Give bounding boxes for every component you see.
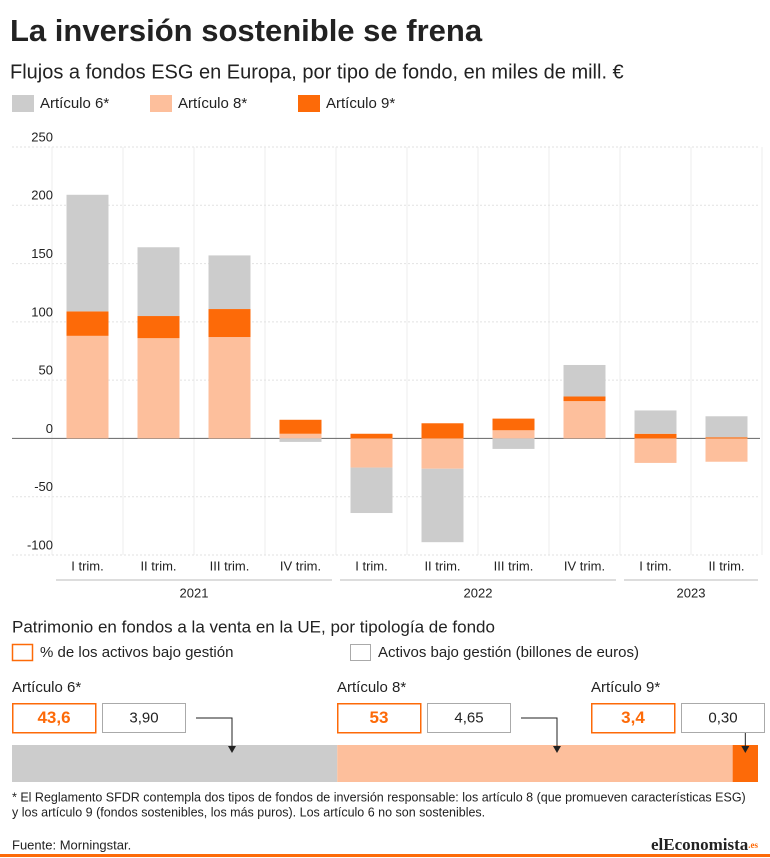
chart-subtitle: Flujos a fondos ESG en Europa, por tipo … <box>10 61 624 83</box>
logo-part: Economista <box>663 835 749 854</box>
pct-box <box>337 703 422 734</box>
pct-label: 43,6 <box>37 708 70 727</box>
bar-segment <box>634 438 677 463</box>
group-label: 2022 <box>464 585 493 600</box>
category-label: Artículo 9* <box>591 679 660 696</box>
y-tick-label: 100 <box>31 304 53 319</box>
arrow-head <box>553 746 561 753</box>
y-tick-label: 150 <box>31 246 53 261</box>
bar-segment <box>279 433 322 439</box>
bar-segment <box>634 410 677 434</box>
bar-segment <box>492 418 535 431</box>
bar-segment <box>563 396 606 402</box>
x-tick-label: III trim. <box>494 558 534 573</box>
x-tick-label: III trim. <box>210 558 250 573</box>
y-tick-label: -100 <box>27 537 53 552</box>
asset-label: 0,30 <box>708 709 737 726</box>
x-tick-label: I trim. <box>355 558 388 573</box>
bar-segment <box>350 438 393 468</box>
source: Fuente: Morningstar. <box>12 837 131 852</box>
logo-part: el <box>651 835 664 854</box>
bar-segment <box>705 438 748 462</box>
bar-segment <box>66 311 109 336</box>
x-tick-label: II trim. <box>140 558 176 573</box>
legend-label: Artículo 8* <box>178 95 247 112</box>
y-tick-label: -50 <box>34 479 53 494</box>
bar-segment <box>705 416 748 438</box>
bar-segment <box>279 419 322 434</box>
bar-segment <box>492 430 535 439</box>
pct-label: 53 <box>370 708 389 727</box>
legend-label: % de los activos bajo gestión <box>40 644 233 661</box>
arrow-head <box>228 746 236 753</box>
legend-label: Artículo 9* <box>326 95 395 112</box>
group-label: 2023 <box>677 585 706 600</box>
share-segment <box>12 745 338 782</box>
legend-swatch <box>12 95 34 112</box>
bar-segment <box>350 467 393 514</box>
category-label: Artículo 6* <box>12 679 81 696</box>
asset-label: 4,65 <box>454 709 483 726</box>
footnote: y los artículo 9 (fondos sostenibles, lo… <box>12 805 485 819</box>
bar-segment <box>492 438 535 449</box>
bar-segment <box>66 194 109 312</box>
bar-segment <box>634 433 677 439</box>
arrow-head <box>741 746 750 753</box>
bar-segment <box>137 338 180 439</box>
y-tick-label: 0 <box>46 421 53 436</box>
x-tick-label: II trim. <box>424 558 460 573</box>
legend-label: Activos bajo gestión (billones de euros) <box>378 644 639 661</box>
legend-swatch <box>298 95 320 112</box>
x-tick-label: II trim. <box>708 558 744 573</box>
chart-title: La inversión sostenible se frena <box>10 13 483 48</box>
bar-segment <box>208 309 251 338</box>
bar-segment <box>137 247 180 317</box>
legend-label: Artículo 6* <box>40 95 109 112</box>
pct-box <box>12 703 97 734</box>
bar-segment <box>421 438 464 469</box>
arrow <box>196 717 233 749</box>
bar-segment <box>350 433 393 439</box>
y-tick-label: 200 <box>31 188 53 203</box>
bar-segment <box>137 316 180 339</box>
y-tick-label: 250 <box>31 129 53 144</box>
asset-box <box>427 703 511 733</box>
category-label: Artículo 8* <box>337 679 406 696</box>
x-tick-label: IV trim. <box>280 558 321 573</box>
bar-segment <box>208 255 251 310</box>
legend-swatch <box>350 644 371 661</box>
legend-swatch <box>11 643 34 662</box>
asset-label: 3,90 <box>129 709 158 726</box>
bar-segment <box>421 423 464 439</box>
pct-box <box>591 703 676 734</box>
pct-label: 3,4 <box>621 708 645 727</box>
share-segment <box>337 745 733 782</box>
x-tick-label: IV trim. <box>564 558 605 573</box>
section-title: Patrimonio en fondos a la venta en la UE… <box>12 617 495 636</box>
logo-part: .es <box>748 840 758 850</box>
asset-box <box>681 703 765 733</box>
x-tick-label: I trim. <box>639 558 672 573</box>
bar-segment <box>208 337 251 439</box>
x-tick-label: I trim. <box>71 558 104 573</box>
bar-segment <box>66 335 109 439</box>
y-tick-label: 50 <box>39 363 53 378</box>
legend-swatch <box>150 95 172 112</box>
bar-segment <box>279 438 322 442</box>
arrow <box>521 717 558 749</box>
logo: elEconomista.es <box>651 835 759 854</box>
bottom-rule <box>0 854 770 857</box>
asset-box <box>102 703 186 733</box>
bar-segment <box>705 437 748 439</box>
group-label: 2021 <box>180 585 209 600</box>
bar-segment <box>563 401 606 439</box>
bar-segment <box>421 468 464 543</box>
footnote: * El Reglamento SFDR contempla dos tipos… <box>12 790 746 804</box>
bar-segment <box>563 364 606 397</box>
